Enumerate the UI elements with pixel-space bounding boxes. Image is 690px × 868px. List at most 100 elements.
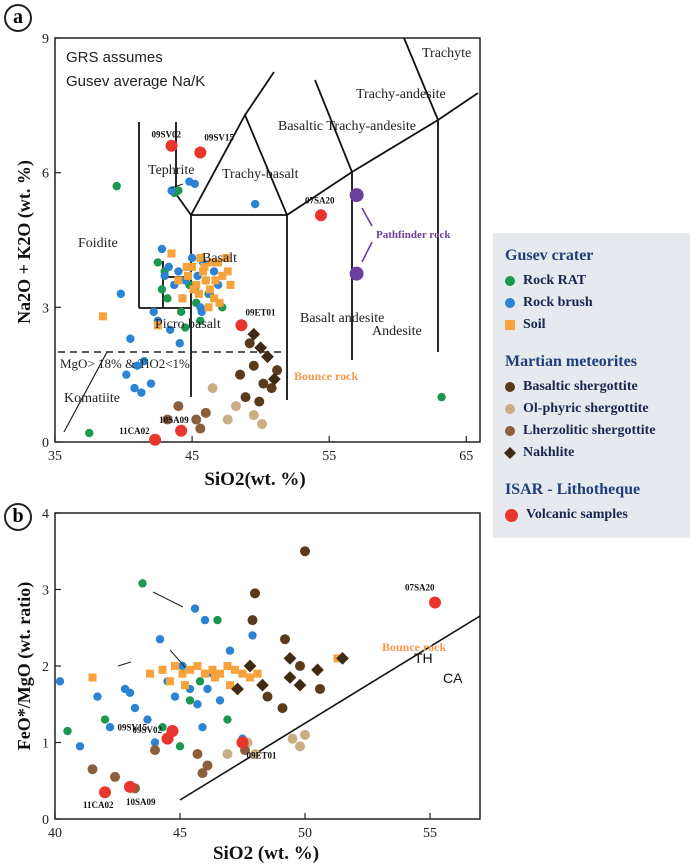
olphyric-shergottite-point xyxy=(230,401,241,412)
data-point-soil xyxy=(253,669,262,678)
data-point-rock-brush xyxy=(225,646,235,655)
basaltic-marker-icon xyxy=(505,382,515,392)
data-point-rock-brush xyxy=(203,684,212,694)
lherzolitic-shergottite-point xyxy=(110,771,120,782)
data-point-rock-brush xyxy=(174,267,183,276)
y-tick-label: 0 xyxy=(42,436,49,451)
field-trachyandesite: Trachy-andesite xyxy=(356,87,446,102)
data-point-rock-brush xyxy=(137,388,146,397)
nakhlite-point xyxy=(254,341,268,355)
legend-item-volcanic: Volcanic samples xyxy=(505,507,628,523)
data-point-rock-brush xyxy=(150,738,160,747)
lherzolitic-shergottite-point xyxy=(195,423,206,434)
data-point-rock-rat xyxy=(437,392,446,402)
data-point-soil xyxy=(178,669,187,678)
data-point-soil xyxy=(216,669,224,678)
legend-item-soil: Soil xyxy=(505,317,546,333)
th-label: TH xyxy=(414,650,433,666)
data-point-rock-rat xyxy=(181,323,190,332)
data-point-rock-rat xyxy=(195,677,205,686)
nakhlite-marker-icon xyxy=(503,446,517,460)
legend-label: Ol-phyric shergottite xyxy=(523,401,649,416)
legend-item-olphyric-shergottite: Ol-phyric shergottite xyxy=(505,401,649,417)
data-point-soil xyxy=(146,669,154,678)
data-point-rock-brush xyxy=(139,357,149,366)
panel-b-y-axis-title: FeO*/MgO (wt. ratio) xyxy=(14,582,35,750)
basaltic-shergottite-point xyxy=(247,615,258,626)
olphyric-shergottite-point xyxy=(222,748,233,759)
legend-item-rock-rat: Rock RAT xyxy=(505,273,586,289)
data-point-soil xyxy=(178,294,187,303)
data-point-soil xyxy=(199,267,208,276)
data-point-rock-rat xyxy=(163,294,172,303)
data-point-rock-rat xyxy=(185,696,195,705)
data-point-soil xyxy=(226,280,235,289)
panel-a-points xyxy=(85,177,446,438)
x-tick-label: 35 xyxy=(48,449,62,464)
y-tick-label: 0 xyxy=(42,813,49,828)
volcanic-marker-icon xyxy=(505,508,518,522)
data-point-soil xyxy=(211,276,220,285)
x-tick-label: 45 xyxy=(185,449,199,464)
panel-b-letter: b xyxy=(4,503,32,531)
field-trachyte: Trachyte xyxy=(422,46,471,61)
sample-id-label: 09SV02 xyxy=(133,725,163,735)
data-point-rock-brush xyxy=(190,179,200,189)
basaltic-shergottite-point xyxy=(280,634,290,645)
data-point-soil xyxy=(189,285,198,294)
data-point-soil xyxy=(226,681,234,690)
pathfinder-arrow xyxy=(361,241,373,263)
data-point-rock-rat xyxy=(223,715,232,724)
data-point-soil xyxy=(223,662,232,670)
data-point-rock-brush xyxy=(175,339,184,348)
data-point-soil xyxy=(215,298,224,307)
volcanic-sample-point xyxy=(175,424,188,437)
data-point-rock-rat xyxy=(213,615,222,625)
lherzolitic-shergottite-point xyxy=(173,401,184,412)
panel-b-axes: 40 45 50 55 0 1 2 3 4 xyxy=(42,507,437,841)
data-point-soil xyxy=(166,677,174,686)
data-point-soil xyxy=(200,262,209,271)
data-point-rock-brush xyxy=(198,723,207,732)
sample-id-label: 09SV15 xyxy=(118,723,148,733)
data-point-soil xyxy=(204,303,213,312)
x-tick-label: 40 xyxy=(48,826,62,841)
panel-a-chart: 35 45 55 65 0 3 6 9 09SV02 09SV15 09ET01 07SA20 10S… xyxy=(14,32,481,490)
legend-label: Volcanic samples xyxy=(526,507,628,522)
lherzolitic-shergottite-point xyxy=(162,414,173,425)
x-tick-label: 55 xyxy=(423,826,437,841)
lherzolitic-shergottite-point xyxy=(202,760,213,771)
data-point-rock-brush xyxy=(146,379,156,388)
leader-line xyxy=(117,661,132,667)
sample-id-label: 11CA02 xyxy=(119,426,150,436)
data-point-soil xyxy=(174,276,183,285)
leader-line xyxy=(169,649,186,668)
grs-note-line-1: GRS assumes xyxy=(66,49,163,66)
data-point-rock-rat xyxy=(174,186,183,195)
data-point-rock-brush xyxy=(248,631,257,640)
data-point-soil xyxy=(171,662,179,670)
legend-item-rock-brush: Rock brush xyxy=(505,295,593,311)
data-point-soil xyxy=(192,280,201,289)
x-tick-label: 55 xyxy=(322,449,336,464)
data-point-rock-brush xyxy=(193,700,202,709)
x-tick-label: 50 xyxy=(298,826,312,841)
basaltic-shergottite-point xyxy=(240,392,251,403)
olphyric-shergottite-point xyxy=(222,414,233,425)
data-point-rock-rat xyxy=(138,579,147,588)
volcanic-sample-point xyxy=(124,780,136,793)
y-tick-label: 4 xyxy=(42,507,49,522)
pathfinder-label: Pathfinder rock xyxy=(376,229,451,241)
data-point-soil xyxy=(201,276,210,285)
data-point-rock-brush xyxy=(157,244,167,254)
data-point-soil xyxy=(167,249,176,258)
basaltic-shergottite-point xyxy=(262,691,273,702)
basaltic-shergottite-point xyxy=(277,703,288,714)
sample-id-label: 09SV02 xyxy=(152,130,182,140)
field-mgo-condition: MgO> 18% & TiO2<1% xyxy=(60,356,190,371)
data-point-soil xyxy=(153,321,162,330)
legend-panel: Gusev crater Rock RAT Rock brush Soil Ma… xyxy=(493,233,690,538)
data-point-rock-brush xyxy=(209,267,219,276)
